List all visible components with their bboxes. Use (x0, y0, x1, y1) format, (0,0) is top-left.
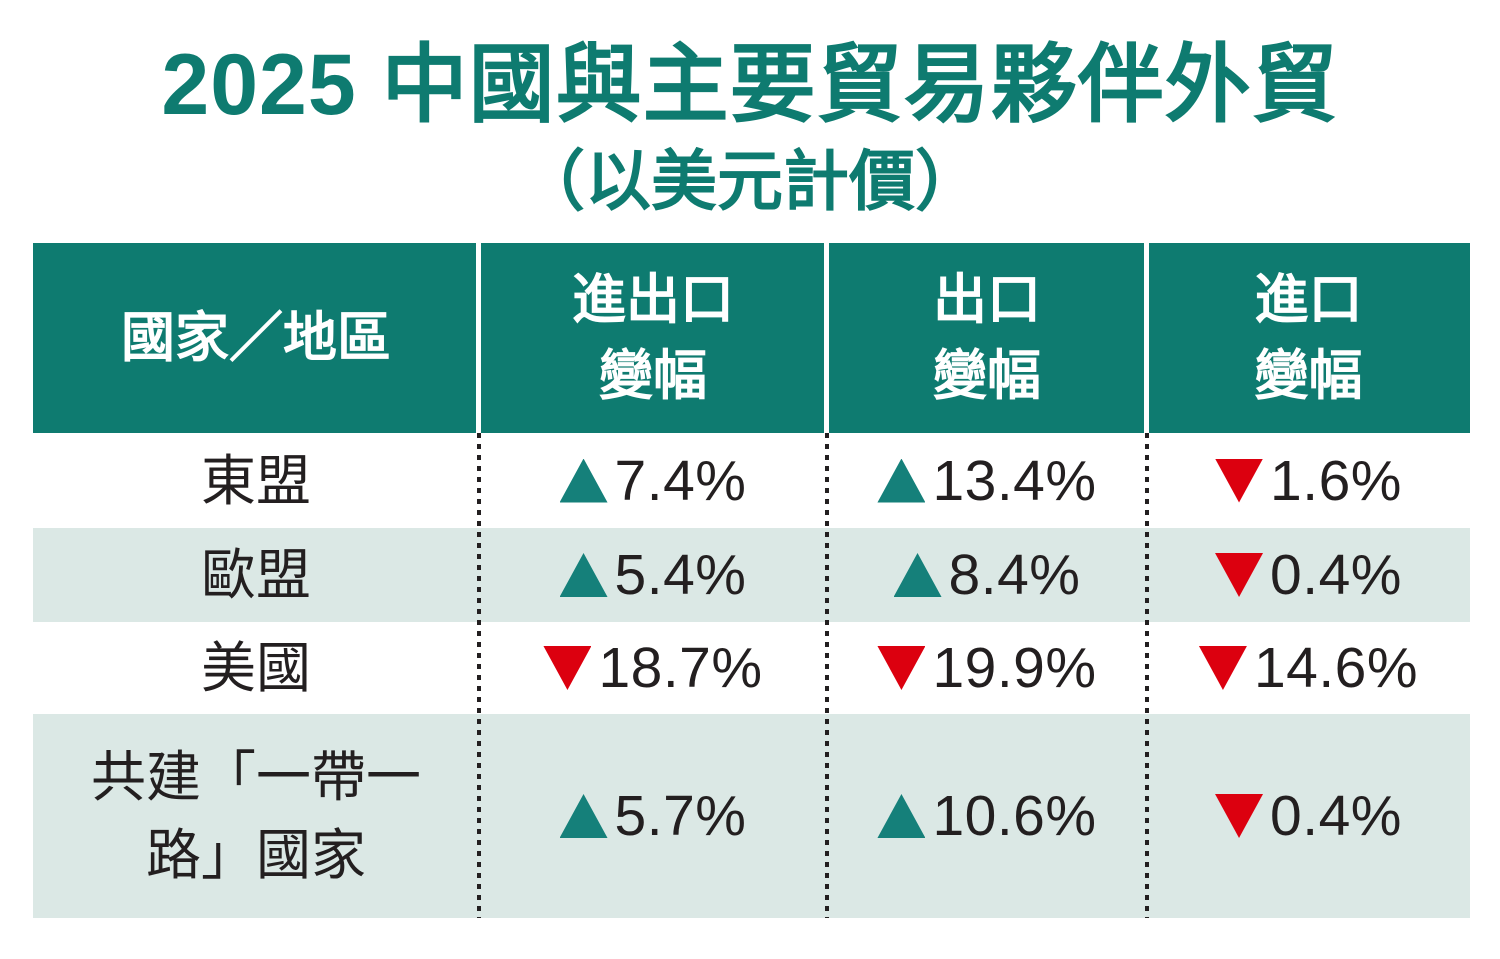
chart-subtitle: （以美元計價） (519, 144, 981, 218)
table-row: 美國 18.7% 19.9% 14.6% (33, 622, 1470, 714)
total-trade-change-cell: 18.7% (479, 622, 827, 714)
trend-triangle-icon (877, 458, 926, 503)
trend-triangle-icon (877, 646, 926, 690)
change-value: 19.9% (932, 636, 1097, 700)
change-value: 8.4% (948, 543, 1081, 607)
header-cell-export-change: 出口 變幅 (827, 243, 1147, 433)
header-label: 出口 (933, 270, 1041, 330)
header-cell-total-trade-change: 進出口 變幅 (479, 243, 827, 433)
change-value: 14.6% (1253, 636, 1419, 700)
import-change-cell: 0.4% (1147, 528, 1470, 622)
total-trade-change-cell: 5.7% (479, 714, 827, 918)
table-row: 歐盟 5.4% 8.4% 0.4% (33, 528, 1470, 622)
trend-triangle-icon (559, 553, 608, 597)
change-value: 5.4% (614, 543, 747, 607)
change-value: 0.4% (1270, 543, 1402, 607)
trend-triangle-icon (1215, 458, 1264, 503)
change-value: 0.4% (1270, 784, 1402, 848)
header-label: 進口 (1254, 270, 1363, 330)
region-cell: 東盟 (33, 433, 479, 528)
change-value: 5.7% (614, 784, 747, 848)
body-column-dotted-divider (1145, 433, 1149, 918)
region-name: 東盟 (200, 449, 311, 512)
header-column-divider (1144, 243, 1149, 433)
trend-triangle-icon (559, 458, 608, 503)
header-label: 進出口 (572, 270, 734, 330)
header-cell-import-change: 進口 變幅 (1147, 243, 1470, 433)
import-change-cell: 1.6% (1147, 433, 1470, 528)
change-value: 13.4% (932, 448, 1097, 513)
region-cell: 共建「一帶一 路」國家 (33, 714, 479, 918)
header-column-divider (476, 243, 481, 433)
trend-triangle-icon (543, 646, 592, 690)
region-name-line2: 路」國家 (145, 824, 366, 886)
export-change-cell: 10.6% (827, 714, 1147, 918)
table-body: 東盟 7.4% 13.4% 1.6% (33, 433, 1470, 918)
region-name: 美國 (200, 637, 311, 699)
region-cell: 歐盟 (33, 528, 479, 622)
region-cell: 美國 (33, 622, 479, 714)
table-header-row: 國家／地區 進出口 變幅 出口 變幅 進口 變幅 (33, 243, 1470, 433)
import-change-cell: 0.4% (1147, 714, 1470, 918)
export-change-cell: 19.9% (827, 622, 1147, 714)
change-value: 1.6% (1270, 448, 1402, 513)
export-change-cell: 8.4% (827, 528, 1147, 622)
header-cell-region: 國家／地區 (33, 243, 479, 433)
total-trade-change-cell: 5.4% (479, 528, 827, 622)
header-column-divider (824, 243, 829, 433)
header-label: 國家／地區 (121, 308, 391, 368)
change-value: 7.4% (614, 448, 747, 513)
change-value: 18.7% (598, 636, 763, 700)
trend-triangle-icon (1198, 646, 1247, 690)
table-row: 共建「一帶一 路」國家 5.7% 10.6% 0.4% (33, 714, 1470, 918)
trend-triangle-icon (893, 553, 942, 597)
body-column-dotted-divider (825, 433, 829, 918)
total-trade-change-cell: 7.4% (479, 433, 827, 528)
trend-triangle-icon (877, 794, 926, 838)
export-change-cell: 13.4% (827, 433, 1147, 528)
header-label: 變幅 (599, 346, 707, 406)
table-row: 東盟 7.4% 13.4% 1.6% (33, 433, 1470, 528)
body-column-dotted-divider (477, 433, 481, 918)
trade-table: 國家／地區 進出口 變幅 出口 變幅 進口 變幅 東盟 (33, 243, 1470, 918)
region-name: 共建「一帶一 (90, 746, 421, 808)
trend-triangle-icon (559, 794, 608, 838)
region-name: 歐盟 (200, 544, 311, 606)
header-label: 變幅 (1254, 346, 1363, 406)
chart-title: 2025 中國與主要貿易夥伴外貿 (161, 37, 1339, 133)
trend-triangle-icon (1215, 553, 1264, 597)
import-change-cell: 14.6% (1147, 622, 1470, 714)
header-label: 變幅 (933, 346, 1041, 406)
trend-triangle-icon (1215, 794, 1264, 838)
change-value: 10.6% (932, 784, 1097, 848)
